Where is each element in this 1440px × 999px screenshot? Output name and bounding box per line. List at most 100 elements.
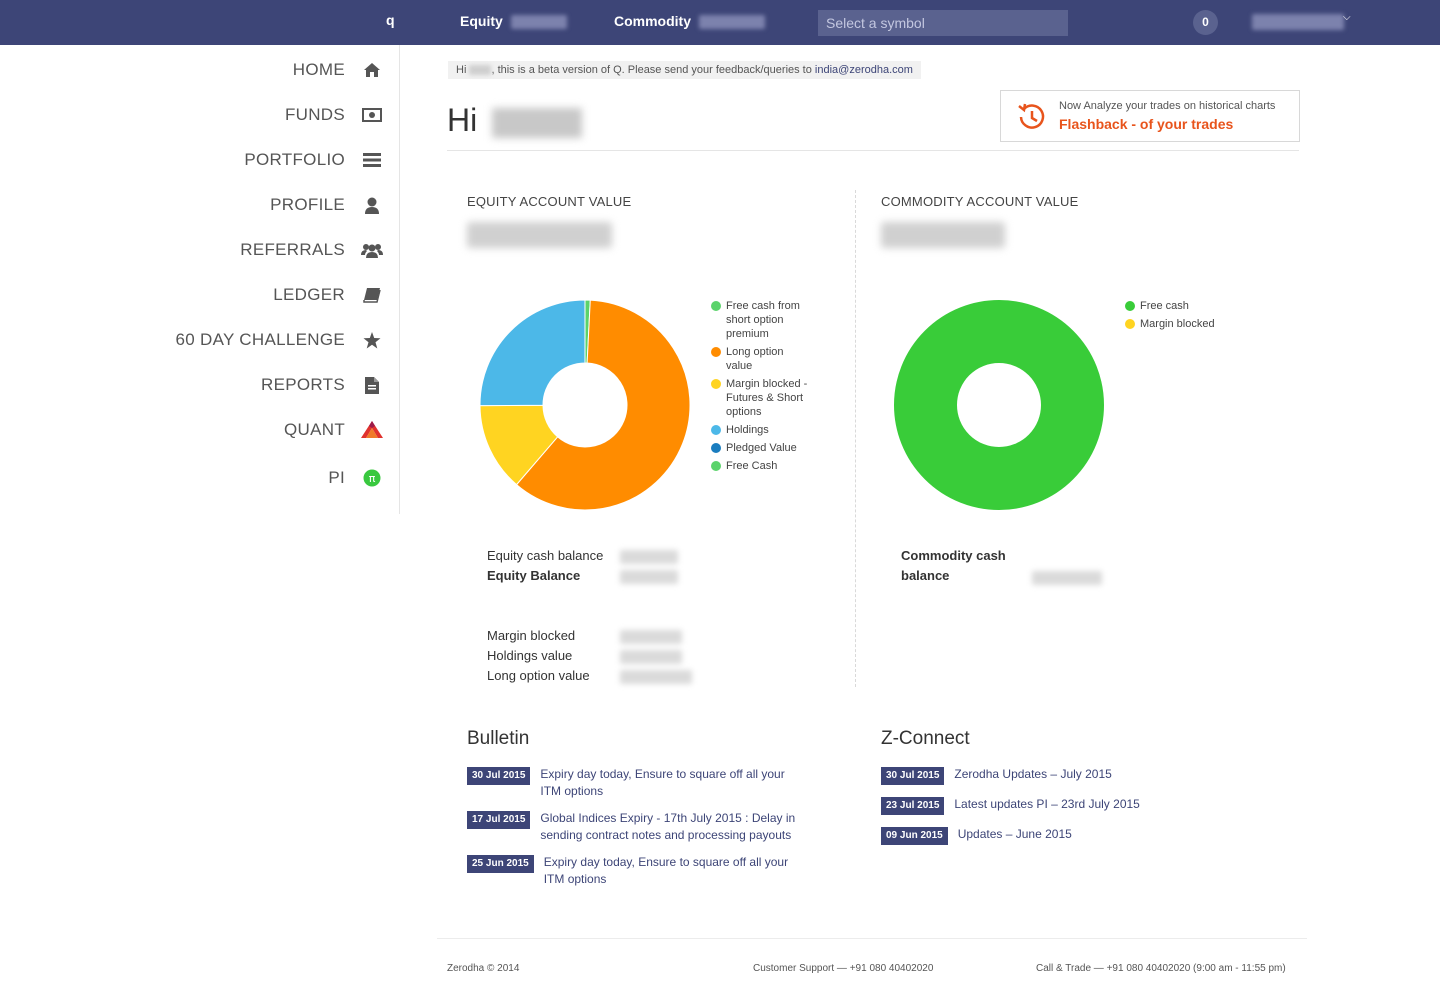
users-icon	[361, 239, 383, 261]
book-icon	[361, 284, 383, 306]
beta-message: , this is a beta version of Q. Please se…	[491, 64, 812, 76]
legend-swatch	[711, 461, 721, 471]
zconnect-link[interactable]: Zerodha Updates – July 2015	[954, 767, 1112, 781]
legend-label: Free cash from short option premium	[726, 300, 800, 340]
legend-item[interactable]: Free cash	[1125, 299, 1225, 313]
date-badge: 30 Jul 2015	[881, 767, 945, 785]
sidebar-item-label: LEDGER	[273, 285, 345, 304]
bulletin-link[interactable]: Expiry day today, Ensure to square off a…	[540, 767, 785, 798]
sidebar-item-portfolio[interactable]: PORTFOLIO	[244, 145, 383, 175]
notification-badge[interactable]: 0	[1193, 10, 1218, 35]
legend-swatch	[711, 425, 721, 435]
equity-balance-label: Equity Balance	[487, 568, 581, 583]
date-badge: 30 Jul 2015	[467, 767, 531, 785]
sidebar-item-referrals[interactable]: REFERRALS	[240, 235, 383, 265]
legend-label: Long option value	[726, 346, 784, 372]
quant-logo-icon	[361, 419, 383, 441]
commodity-donut-chart	[894, 300, 1104, 510]
legend-swatch	[711, 443, 721, 453]
equity-donut-chart	[479, 299, 691, 511]
chevron-down-icon[interactable]: ⌵	[1343, 12, 1351, 23]
holdings-value-redacted	[620, 650, 682, 664]
legend-swatch	[711, 347, 721, 357]
sidebar-item-home[interactable]: HOME	[293, 55, 383, 85]
file-icon	[361, 374, 383, 396]
long-option-value-redacted	[620, 670, 692, 684]
footer-call-trade: Call & Trade — +91 080 40402020 (9:00 am…	[1036, 963, 1286, 974]
legend-label: Free Cash	[726, 460, 778, 472]
sidebar-item-label: REPORTS	[261, 375, 345, 394]
commodity-account-value-redacted	[881, 222, 1005, 248]
sidebar-item-pi[interactable]: PI π	[328, 463, 383, 493]
legend-swatch	[1125, 319, 1135, 329]
commodity-legend: Free cash Margin blocked	[1125, 299, 1225, 335]
sidebar-item-60-day-challenge[interactable]: 60 DAY CHALLENGE	[175, 325, 383, 355]
sidebar-item-profile[interactable]: PROFILE	[270, 190, 383, 220]
donut-slice[interactable]	[479, 299, 586, 407]
bulletin-item[interactable]: 30 Jul 2015 Expiry day today, Ensure to …	[467, 766, 807, 800]
legend-item[interactable]: Margin blocked - Futures & Short options	[711, 377, 811, 419]
legend-item[interactable]: Margin blocked	[1125, 317, 1225, 331]
equity-cash-balance-value-redacted	[620, 550, 678, 564]
zconnect-link[interactable]: Latest updates PI – 23rd July 2015	[954, 797, 1140, 811]
sidebar-item-label: PROFILE	[270, 195, 345, 214]
bulletin-item[interactable]: 17 Jul 2015 Global Indices Expiry - 17th…	[467, 810, 807, 844]
sidebar-item-label: PI	[328, 468, 345, 487]
date-badge: 25 Jun 2015	[467, 855, 534, 873]
zconnect-item[interactable]: 23 Jul 2015 Latest updates PI – 23rd Jul…	[881, 796, 1241, 815]
commodity-value-redacted	[698, 15, 765, 30]
greeting-text: Hi	[447, 102, 478, 138]
sidebar-item-reports[interactable]: REPORTS	[261, 370, 383, 400]
beta-notice: Hi , this is a beta version of Q. Please…	[448, 61, 921, 79]
sidebar-item-label: HOME	[292, 60, 345, 79]
flashback-title: Flashback - of your trades	[1059, 116, 1234, 132]
bulletin-link[interactable]: Expiry day today, Ensure to square off a…	[543, 855, 789, 886]
sidebar-item-funds[interactable]: FUNDS	[285, 100, 383, 130]
bulletin-item[interactable]: 25 Jun 2015 Expiry day today, Ensure to …	[467, 854, 812, 888]
footer-support: Customer Support — +91 080 40402020	[753, 963, 934, 974]
legend-swatch	[711, 379, 721, 389]
legend-item[interactable]: Holdings	[711, 423, 811, 437]
user-name-redacted	[492, 107, 583, 138]
star-icon	[361, 329, 383, 351]
equity-legend: Free cash from short option premium Long…	[711, 299, 811, 477]
home-icon	[361, 59, 383, 81]
flashback-subtitle: Now Analyze your trades on historical ch…	[1059, 100, 1276, 112]
legend-item[interactable]: Long option value	[711, 345, 811, 373]
donut-slice[interactable]	[894, 300, 1104, 510]
zconnect-item[interactable]: 09 Jun 2015 Updates – June 2015	[881, 826, 1241, 845]
equity-label: Equity	[460, 13, 503, 29]
equity-summary[interactable]: Equity	[460, 12, 567, 30]
pi-icon: π	[361, 467, 383, 489]
legend-label: Margin blocked - Futures & Short options	[726, 378, 808, 418]
sidebar-item-label: FUNDS	[284, 105, 345, 124]
symbol-search-input[interactable]	[818, 10, 1068, 36]
user-name-redacted[interactable]	[1252, 14, 1344, 30]
legend-item[interactable]: Free cash from short option premium	[711, 299, 811, 341]
zconnect-item[interactable]: 30 Jul 2015 Zerodha Updates – July 2015	[881, 766, 1241, 785]
column-divider	[855, 190, 856, 687]
date-badge: 09 Jun 2015	[881, 827, 948, 845]
zconnect-link[interactable]: Updates – June 2015	[957, 827, 1072, 841]
sidebar-item-ledger[interactable]: LEDGER	[273, 280, 383, 310]
q-logo[interactable]: q	[386, 12, 395, 28]
legend-item[interactable]: Pledged Value	[711, 441, 811, 455]
date-badge: 23 Jul 2015	[881, 797, 945, 815]
donut-slice[interactable]	[515, 299, 691, 511]
history-icon	[1018, 103, 1045, 129]
date-badge: 17 Jul 2015	[467, 811, 531, 829]
feedback-email-link[interactable]: india@zerodha.com	[814, 64, 913, 76]
user-first-name-redacted	[469, 65, 492, 76]
commodity-cash-balance-label-line-1: Commodity cash	[901, 548, 1006, 563]
bulletin-link[interactable]: Global Indices Expiry - 17th July 2015 :…	[540, 811, 796, 842]
sidebar-item-quant[interactable]: QUANT	[284, 415, 383, 445]
commodity-summary[interactable]: Commodity	[614, 12, 765, 30]
commodity-cash-balance-label-line-2: balance	[901, 568, 950, 583]
flashback-banner[interactable]: Now Analyze your trades on historical ch…	[1000, 90, 1300, 142]
long-option-value-label: Long option value	[487, 668, 590, 683]
equity-balance-value-redacted	[620, 570, 678, 584]
legend-label: Pledged Value	[726, 442, 797, 454]
money-icon	[361, 104, 383, 126]
commodity-label: Commodity	[614, 13, 691, 29]
legend-item[interactable]: Free Cash	[711, 459, 811, 473]
